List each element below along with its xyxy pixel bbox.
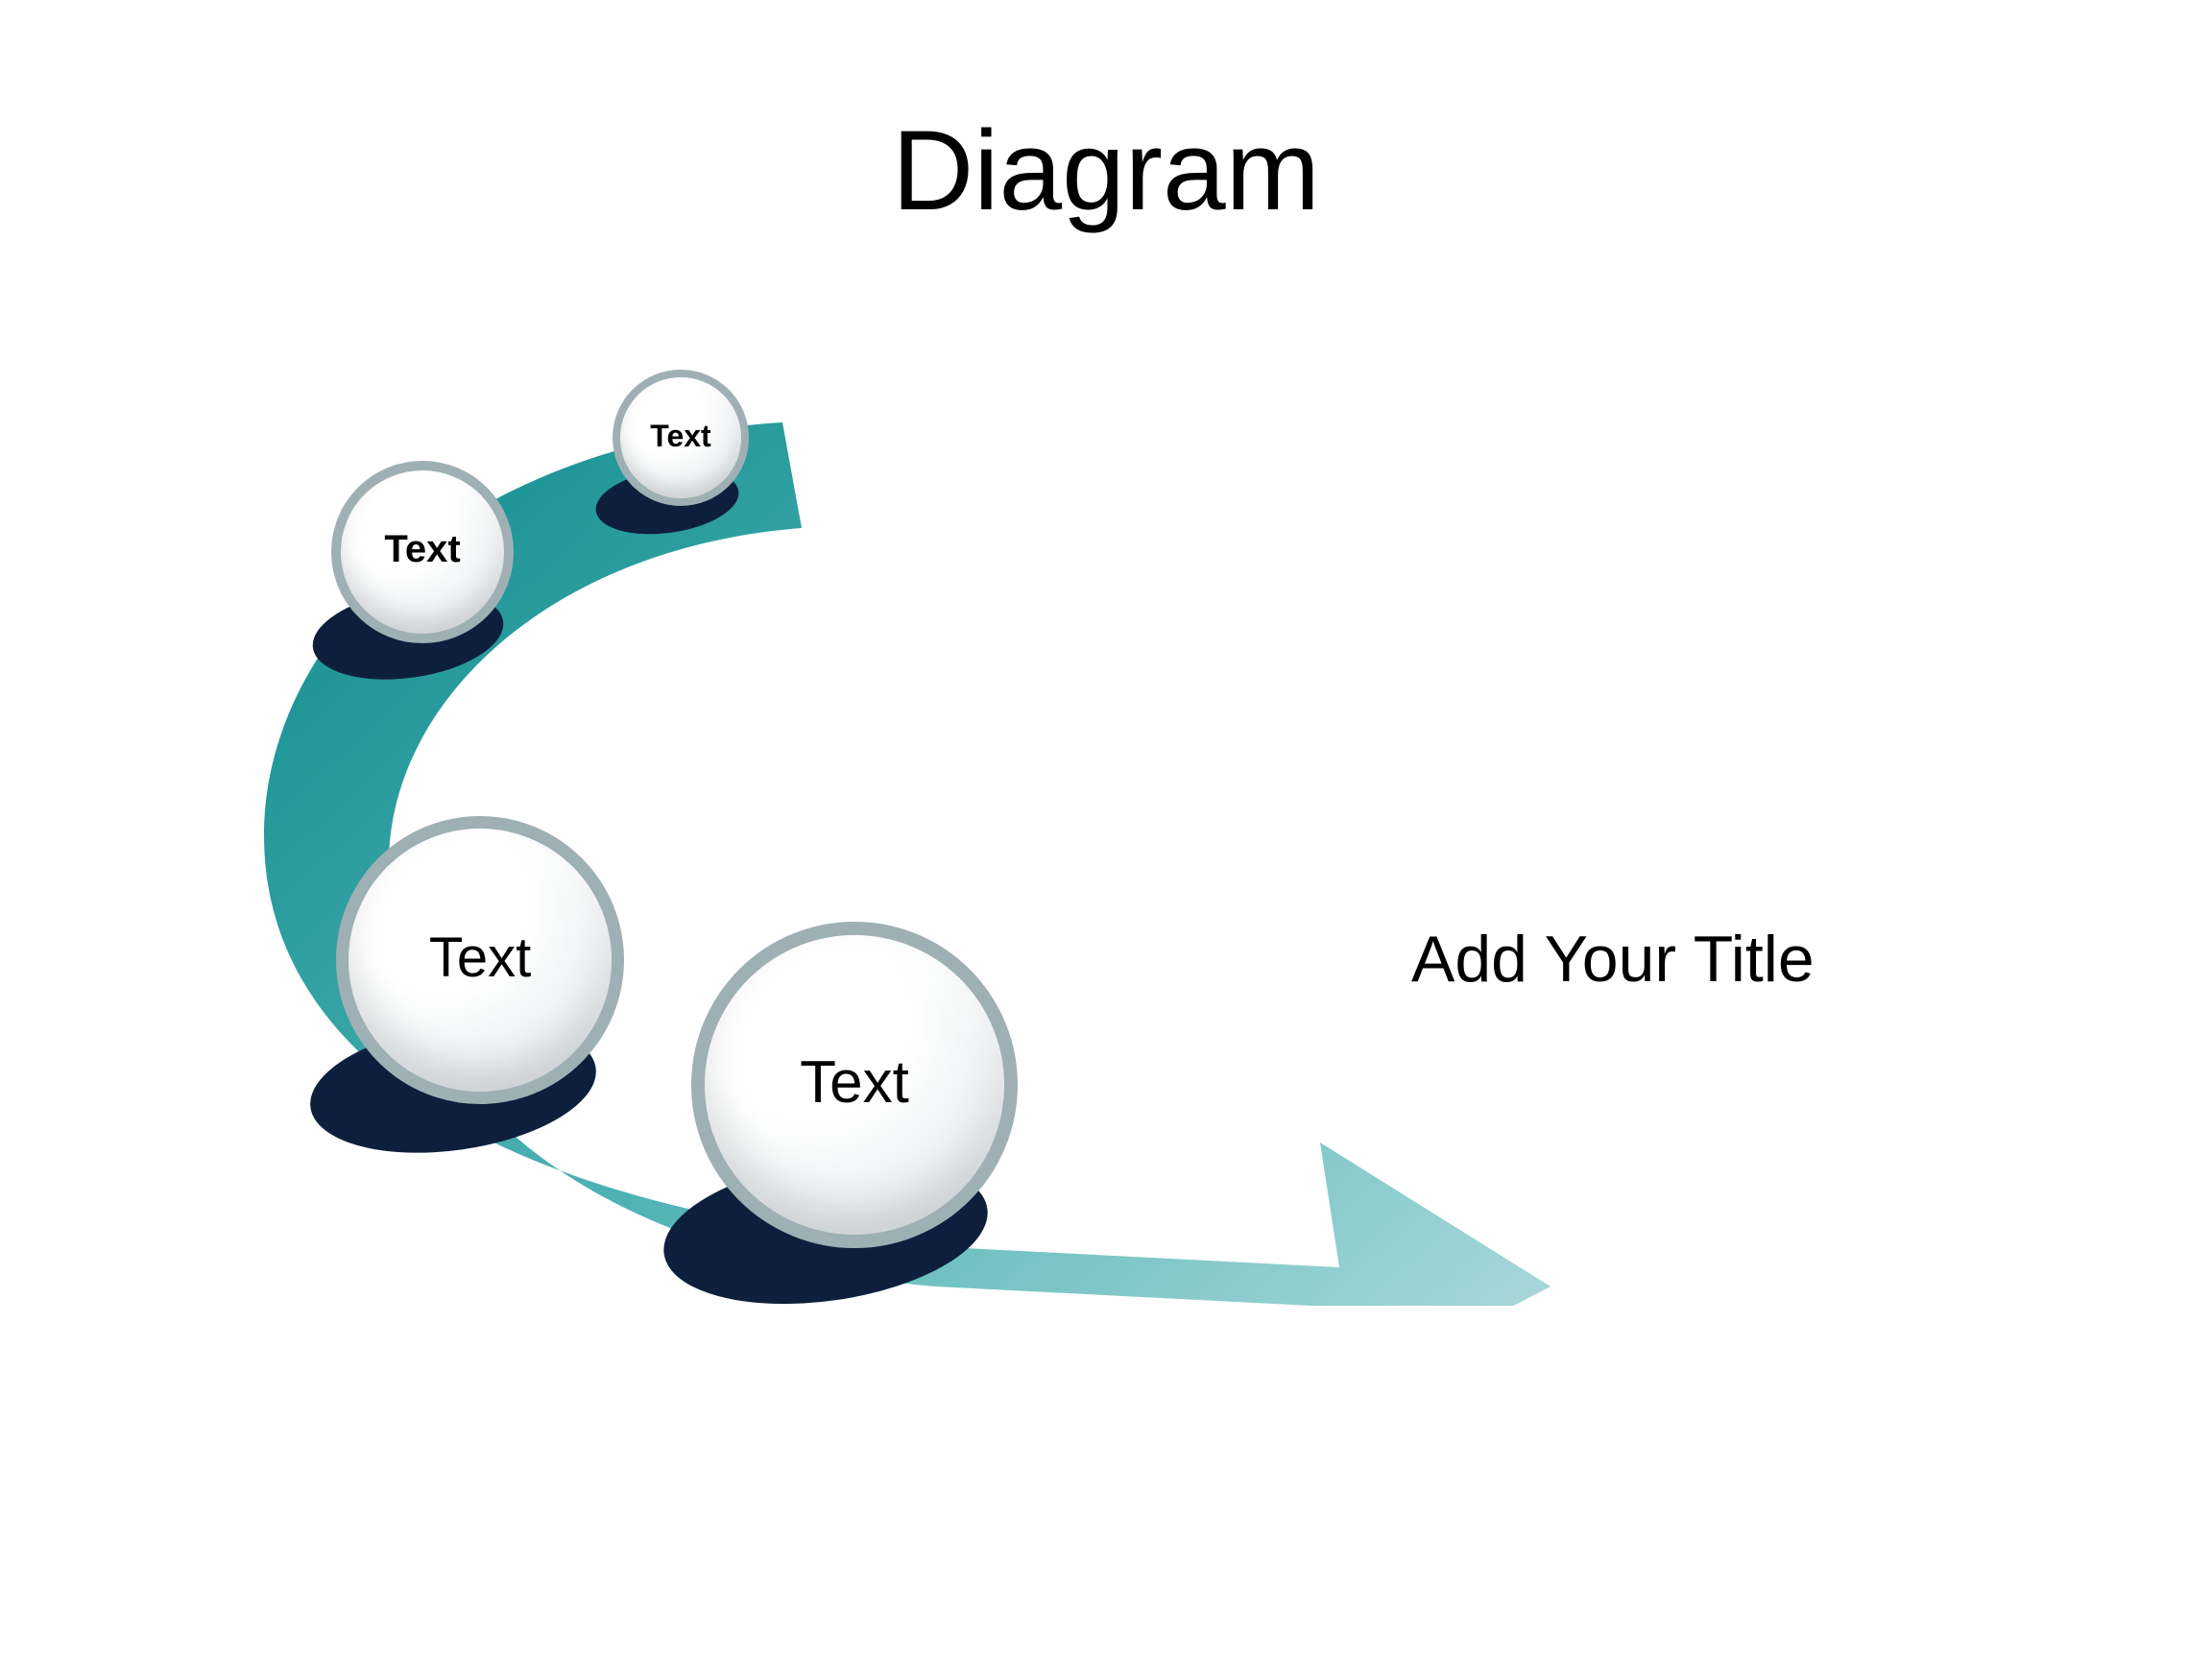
sphere-2-label: Text — [331, 528, 514, 571]
sphere-3: Text — [336, 816, 624, 1104]
sphere-1: Text — [613, 370, 749, 506]
sphere-3-label: Text — [336, 926, 624, 990]
page-title: Diagram — [0, 106, 2212, 236]
sphere-4: Text — [691, 922, 1018, 1248]
subtitle: Add Your Title — [1411, 922, 1815, 997]
sphere-4-label: Text — [691, 1048, 1018, 1117]
diagram-stage: Diagram Text Text Text Text Add Your Tit… — [0, 0, 2212, 1659]
sphere-1-label: Text — [613, 419, 749, 454]
sphere-2: Text — [331, 461, 514, 643]
